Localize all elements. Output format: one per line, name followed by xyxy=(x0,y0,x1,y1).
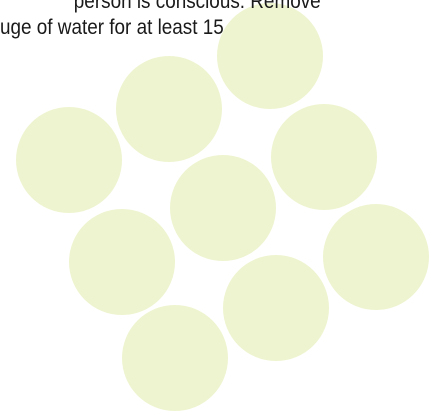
decor-circle xyxy=(271,104,377,210)
body-text-line: uge of water for at least 15 xyxy=(0,16,224,39)
decor-circle xyxy=(122,305,228,411)
body-text: person is conscious. Remove uge of water… xyxy=(0,0,398,41)
decor-circle xyxy=(170,155,276,261)
decor-circle xyxy=(323,204,429,310)
decor-circle xyxy=(223,255,329,361)
decor-circle xyxy=(69,209,175,315)
decor-circle xyxy=(16,107,122,213)
decor-circle xyxy=(217,3,323,109)
body-text-line: person is conscious. Remove xyxy=(73,0,321,13)
decor-circle xyxy=(116,56,222,162)
